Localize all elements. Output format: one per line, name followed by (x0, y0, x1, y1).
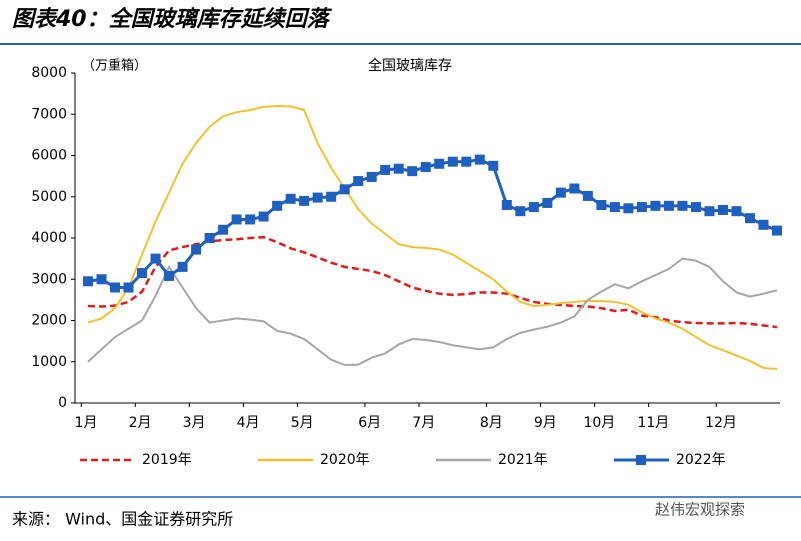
series-marker (704, 206, 715, 217)
series-marker (690, 202, 701, 213)
y-tick-label: 2000 (31, 313, 67, 329)
series-marker (191, 244, 202, 255)
series-marker (285, 193, 296, 204)
series-marker (434, 158, 445, 169)
y-tick-label: 4000 (31, 230, 67, 246)
series-marker (488, 160, 499, 171)
x-tick-label: 5月 (291, 415, 314, 431)
series-marker (326, 191, 337, 202)
series-marker (650, 200, 661, 211)
x-tick-label: 3月 (183, 415, 206, 431)
series-marker (569, 183, 580, 194)
series-marker (609, 202, 620, 213)
series-marker (177, 261, 188, 272)
series-marker (623, 203, 634, 214)
series-marker (677, 200, 688, 211)
series-marker (461, 156, 472, 167)
x-tick-label: 9月 (534, 415, 557, 431)
series-marker (663, 200, 674, 211)
series-marker (83, 276, 93, 287)
x-tick-label: 2月 (129, 415, 152, 431)
x-tick-label: 1月 (75, 415, 98, 431)
series-marker (501, 200, 512, 210)
legend-label: 2022年 (676, 452, 726, 468)
series-line (87, 158, 778, 289)
legend-label: 2019年 (142, 452, 192, 468)
series-marker (744, 213, 755, 224)
series-marker (231, 214, 242, 225)
series-marker (393, 163, 404, 174)
y-tick-label: 8000 (31, 65, 67, 81)
x-tick-label: 6月 (358, 415, 381, 431)
legend-label: 2020年 (320, 452, 370, 468)
series-marker (772, 225, 782, 236)
series-marker (717, 204, 728, 215)
series-marker (204, 233, 215, 243)
y-tick-label: 5000 (31, 189, 67, 205)
legend-label: 2021年 (498, 452, 548, 468)
page-title: 图表40：全国玻璃库存延续回落 (12, 6, 333, 32)
series-marker (582, 190, 593, 201)
watermark: 赵伟宏观探索 (655, 501, 745, 519)
series-marker (447, 156, 458, 167)
series-marker (272, 200, 283, 211)
y-tick-label: 6000 (31, 148, 67, 164)
y-tick-label: 7000 (31, 106, 67, 122)
x-tick-label: 8月 (480, 415, 503, 431)
series-marker (96, 274, 107, 285)
series-marker (312, 192, 323, 203)
x-tick-label: 7月 (412, 415, 435, 431)
series-marker (515, 206, 526, 217)
x-tick-label: 12月 (705, 415, 737, 431)
y-tick-label: 3000 (31, 271, 67, 287)
series-marker (636, 202, 647, 213)
series-marker (555, 187, 566, 198)
series-marker (596, 200, 607, 210)
series-marker (407, 166, 418, 177)
series-marker (542, 197, 553, 208)
series-marker (339, 184, 350, 195)
series-marker (420, 162, 431, 173)
series-marker (299, 195, 310, 206)
series-marker (258, 211, 269, 222)
series-marker (731, 206, 742, 217)
series-marker (366, 171, 377, 182)
series-line (87, 257, 778, 367)
series-marker (474, 154, 485, 165)
series-marker (110, 282, 121, 293)
series-line (87, 104, 778, 371)
y-axis-label: （万重箱） (82, 58, 147, 74)
series-marker (164, 270, 175, 281)
series-marker (245, 214, 256, 225)
series-marker (353, 176, 364, 187)
chart-title: 全国玻璃库存 (368, 57, 452, 74)
series-marker (123, 282, 134, 293)
series-marker (218, 224, 229, 235)
legend-marker (636, 455, 646, 465)
source: 来源： Wind、国金证券研究所 (12, 510, 233, 529)
y-tick-label: 1000 (31, 354, 67, 370)
y-tick-label: 0 (58, 395, 67, 411)
series-marker (528, 202, 539, 213)
series-marker (137, 268, 148, 279)
series-marker (380, 164, 391, 175)
series-marker (150, 253, 161, 264)
x-tick-label: 11月 (637, 415, 669, 431)
series-marker (758, 219, 769, 230)
x-tick-label: 4月 (237, 415, 260, 431)
x-tick-label: 10月 (583, 415, 615, 431)
